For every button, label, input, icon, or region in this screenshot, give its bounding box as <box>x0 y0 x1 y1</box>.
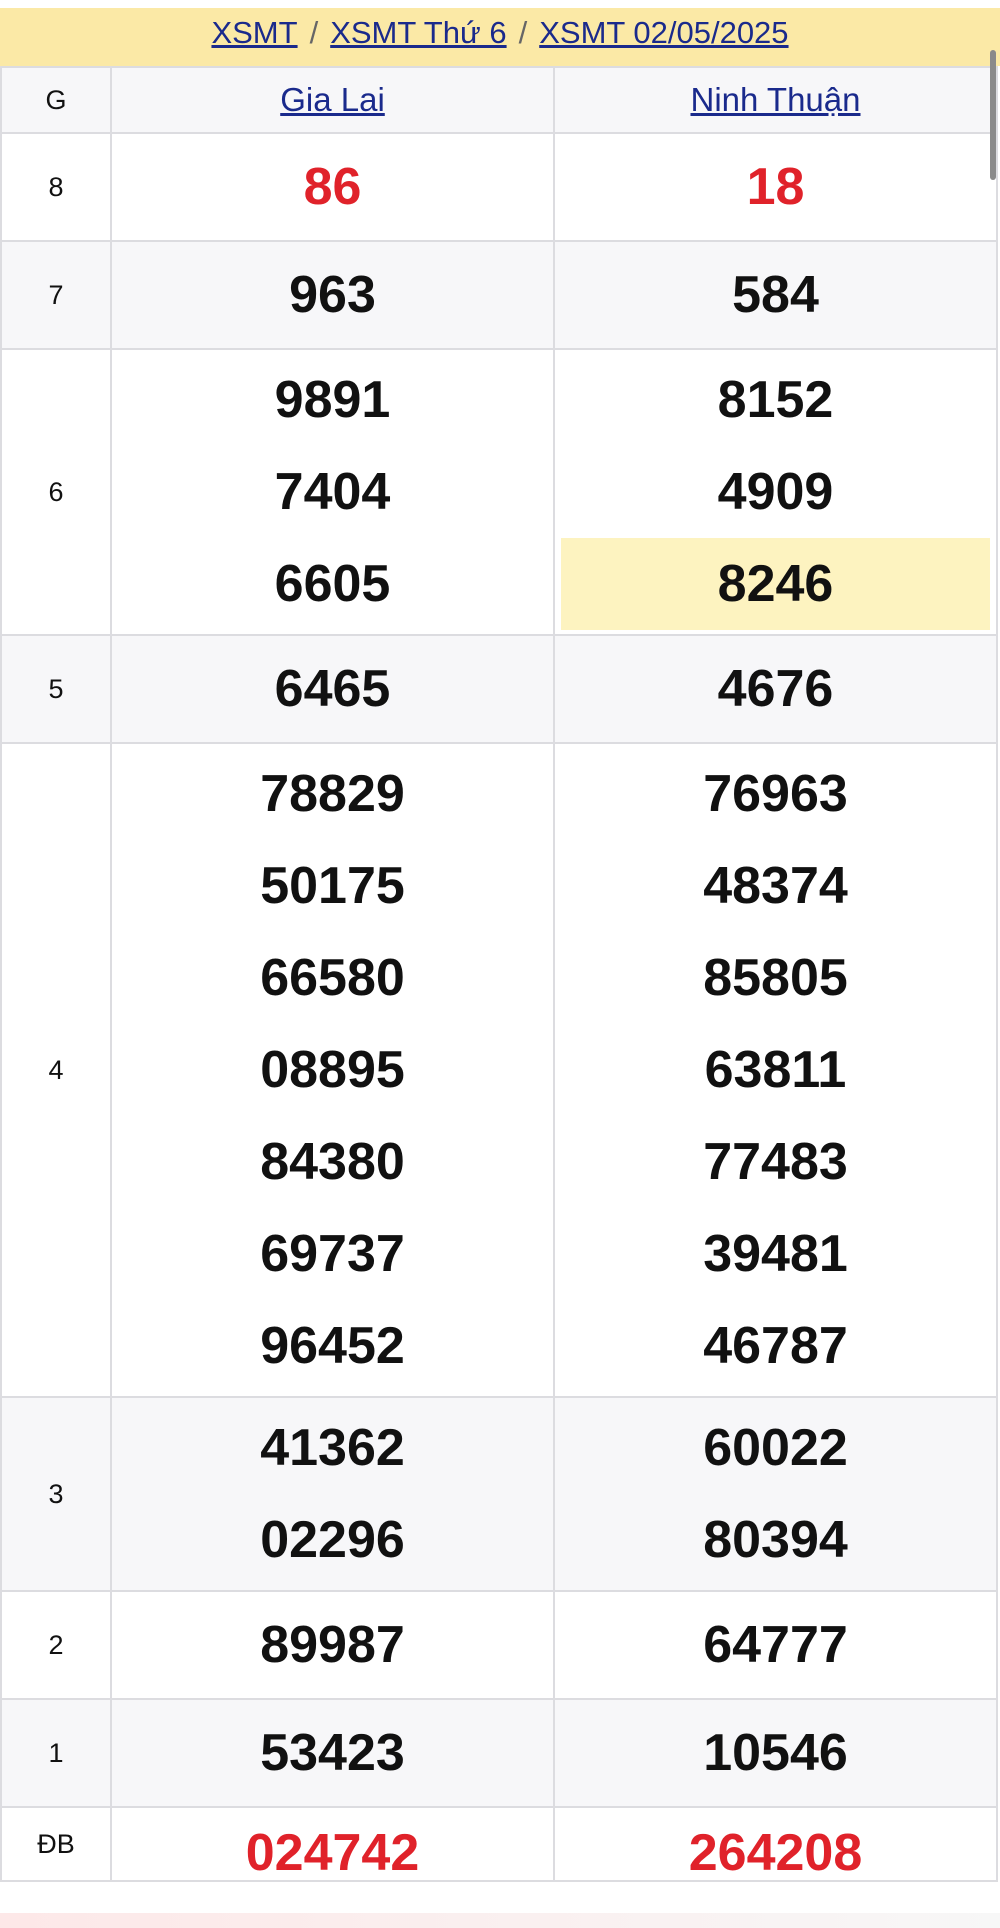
prize-number: 8152 <box>717 371 834 429</box>
prize-number: 02296 <box>260 1511 405 1569</box>
gia-lai-cell: 9891 7404 6605 <box>110 348 555 636</box>
breadcrumb-separator: / <box>518 15 528 50</box>
ninh-thuan-cell: 264208 <box>553 1806 998 1882</box>
prize-number: 64777 <box>703 1616 848 1674</box>
breadcrumb-link-date[interactable]: XSMT 02/05/2025 <box>539 15 789 50</box>
scrollbar[interactable] <box>990 50 996 180</box>
prize-number: 69737 <box>260 1225 405 1283</box>
prize-number: 584 <box>732 266 819 324</box>
gia-lai-cell: 6465 <box>110 634 555 744</box>
prize-number: 39481 <box>703 1225 848 1283</box>
breadcrumb: XSMT / XSMT Thứ 6 / XSMT 02/05/2025 <box>0 0 1000 66</box>
prize-number: 66580 <box>260 949 405 1007</box>
prize-number: 84380 <box>260 1133 405 1191</box>
gia-lai-cell: 86 <box>110 132 555 242</box>
prize-number: 18 <box>746 158 805 216</box>
prize-number: 4676 <box>717 660 834 718</box>
breadcrumb-link-xsmt[interactable]: XSMT <box>211 15 298 50</box>
prize-number: 08895 <box>260 1041 405 1099</box>
province-header-gia-lai: Gia Lai <box>110 66 555 134</box>
prize-column-header: G <box>0 66 112 134</box>
prize-number: 8246 <box>561 538 990 630</box>
prize-number: 96452 <box>260 1317 405 1375</box>
ninh-thuan-cell: 584 <box>553 240 998 350</box>
ninh-thuan-cell: 4676 <box>553 634 998 744</box>
prize-row: 4 78829 50175 66580 08895 84380 69737 96452 7696… <box>0 742 998 1398</box>
ninh-thuan-cell: 10546 <box>553 1698 998 1808</box>
prize-label: 7 <box>0 240 112 350</box>
ninh-thuan-cell: 60022 80394 <box>553 1396 998 1592</box>
prize-row: 8 86 18 <box>0 132 998 242</box>
prize-label: 2 <box>0 1590 112 1700</box>
prize-number: 7404 <box>274 463 391 521</box>
prize-number: 264208 <box>688 1824 863 1880</box>
prize-number: 024742 <box>245 1824 420 1880</box>
prize-number: 77483 <box>703 1133 848 1191</box>
prize-number: 6465 <box>274 660 391 718</box>
prize-label: 3 <box>0 1396 112 1592</box>
prize-row: 6 9891 7404 6605 8152 4909 8246 <box>0 348 998 636</box>
ninh-thuan-cell: 64777 <box>553 1590 998 1700</box>
bottom-bar <box>0 1913 1000 1928</box>
province-link-gia-lai[interactable]: Gia Lai <box>280 81 385 118</box>
prize-number: 10546 <box>703 1724 848 1782</box>
prize-number: 53423 <box>260 1724 405 1782</box>
gia-lai-cell: 89987 <box>110 1590 555 1700</box>
province-header-ninh-thuan: Ninh Thuận <box>553 66 998 134</box>
prize-number: 76963 <box>703 765 848 823</box>
prize-label: 4 <box>0 742 112 1398</box>
prize-number: 78829 <box>260 765 405 823</box>
gia-lai-cell: 41362 02296 <box>110 1396 555 1592</box>
prize-number: 6605 <box>274 555 391 613</box>
prize-number: 80394 <box>703 1511 848 1569</box>
breadcrumb-separator: / <box>309 15 319 50</box>
gia-lai-cell: 963 <box>110 240 555 350</box>
prize-row: 2 89987 64777 <box>0 1590 998 1700</box>
breadcrumb-link-xsmt-thu-6[interactable]: XSMT Thứ 6 <box>330 15 507 50</box>
prize-number: 4909 <box>717 463 834 521</box>
prize-number: 48374 <box>703 857 848 915</box>
prize-number: 89987 <box>260 1616 405 1674</box>
ninh-thuan-cell: 76963 48374 85805 63811 77483 39481 46787 <box>553 742 998 1398</box>
prize-number: 60022 <box>703 1419 848 1477</box>
prize-label: 6 <box>0 348 112 636</box>
prize-number: 63811 <box>704 1041 847 1099</box>
prize-row: 5 6465 4676 <box>0 634 998 744</box>
header-row: G Gia Lai Ninh Thuận <box>0 66 998 134</box>
prize-row: ĐB 024742 264208 <box>0 1806 998 1882</box>
prize-number: 50175 <box>260 857 405 915</box>
prize-number: 86 <box>303 158 362 216</box>
prize-number: 41362 <box>260 1419 405 1477</box>
prize-label: ĐB <box>0 1806 112 1882</box>
prize-number: 85805 <box>703 949 848 1007</box>
ninh-thuan-cell: 18 <box>553 132 998 242</box>
prize-label: 5 <box>0 634 112 744</box>
prize-label: 1 <box>0 1698 112 1808</box>
ninh-thuan-cell: 8152 4909 8246 <box>553 348 998 636</box>
results-table: G Gia Lai Ninh Thuận 8 86 18 7 963 584 6 9891 74… <box>0 66 998 1882</box>
province-link-ninh-thuan[interactable]: Ninh Thuận <box>690 81 861 118</box>
prize-row: 7 963 584 <box>0 240 998 350</box>
gia-lai-cell: 024742 <box>110 1806 555 1882</box>
prize-number: 9891 <box>274 371 391 429</box>
gia-lai-cell: 53423 <box>110 1698 555 1808</box>
gia-lai-cell: 78829 50175 66580 08895 84380 69737 96452 <box>110 742 555 1398</box>
prize-number: 963 <box>289 266 376 324</box>
prize-label: 8 <box>0 132 112 242</box>
prize-row: 1 53423 10546 <box>0 1698 998 1808</box>
prize-number: 46787 <box>703 1317 848 1375</box>
prize-row: 3 41362 02296 60022 80394 <box>0 1396 998 1592</box>
